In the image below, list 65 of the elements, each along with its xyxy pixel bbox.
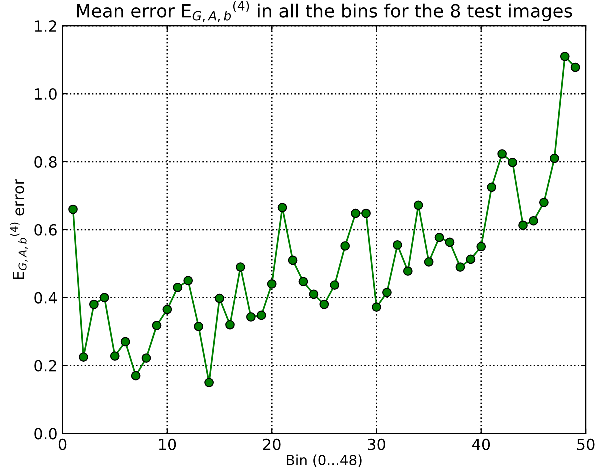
point: [362, 208, 371, 218]
point: [456, 262, 466, 272]
point: [120, 337, 130, 347]
point: [68, 204, 78, 214]
point: [340, 242, 350, 251]
point: [529, 216, 538, 226]
point: [131, 371, 141, 381]
point: [194, 322, 204, 332]
y-tick-label: 0.8: [34, 156, 57, 168]
x-tick-label: 10: [159, 438, 176, 450]
y-tick-label: 0.6: [34, 224, 57, 236]
point: [372, 302, 382, 312]
y-tick-label: 0.0: [34, 428, 57, 440]
point: [382, 288, 392, 298]
y-tick-label: 1.0: [35, 88, 57, 100]
point: [476, 242, 486, 252]
point: [278, 203, 288, 212]
x-tick-label: 50: [578, 438, 595, 450]
point: [152, 321, 162, 330]
point: [434, 233, 444, 242]
point: [403, 266, 413, 276]
point: [560, 52, 570, 62]
point: [539, 198, 549, 208]
point: [110, 352, 120, 361]
point: [309, 290, 319, 300]
point: [236, 262, 246, 272]
point: [288, 256, 298, 266]
point: [570, 62, 580, 72]
point: [79, 352, 88, 362]
x-tick-label: 40: [472, 438, 490, 450]
x-tick-label: 20: [263, 438, 281, 450]
point: [173, 282, 183, 292]
point: [226, 320, 235, 330]
y-tick-label: 0.4: [34, 292, 58, 304]
y-axis-title: E$_{G,A,b}$$^{(4)}$ error: [10, 179, 28, 280]
point: [445, 238, 455, 248]
point: [550, 154, 560, 164]
point: [330, 280, 340, 290]
point: [392, 240, 402, 250]
point: [162, 305, 172, 314]
point: [100, 293, 110, 303]
point: [256, 310, 266, 320]
point: [90, 300, 99, 310]
point: [508, 158, 518, 168]
point: [204, 378, 214, 388]
x-tick-label: 0: [58, 438, 67, 450]
point: [267, 280, 277, 289]
point: [351, 208, 360, 218]
point: [320, 300, 330, 310]
chart-title: Mean error E$_{G,A,b}$$^{(4)}$ in all the bins for the 8 test images: [77, 1, 572, 22]
point: [487, 182, 497, 192]
point: [215, 294, 224, 304]
x-axis-title: Bin (0...48): [287, 454, 362, 468]
point: [424, 257, 434, 267]
point: [142, 354, 152, 363]
point: [466, 254, 476, 264]
point: [184, 276, 194, 286]
point: [246, 312, 256, 322]
y-tick-label: 1.2: [35, 20, 56, 32]
x-tick-label: 30: [368, 438, 386, 450]
point: [498, 149, 508, 159]
y-tick-label: 0.2: [34, 360, 56, 372]
point: [298, 277, 308, 287]
point: [518, 220, 528, 230]
point: [414, 200, 424, 210]
